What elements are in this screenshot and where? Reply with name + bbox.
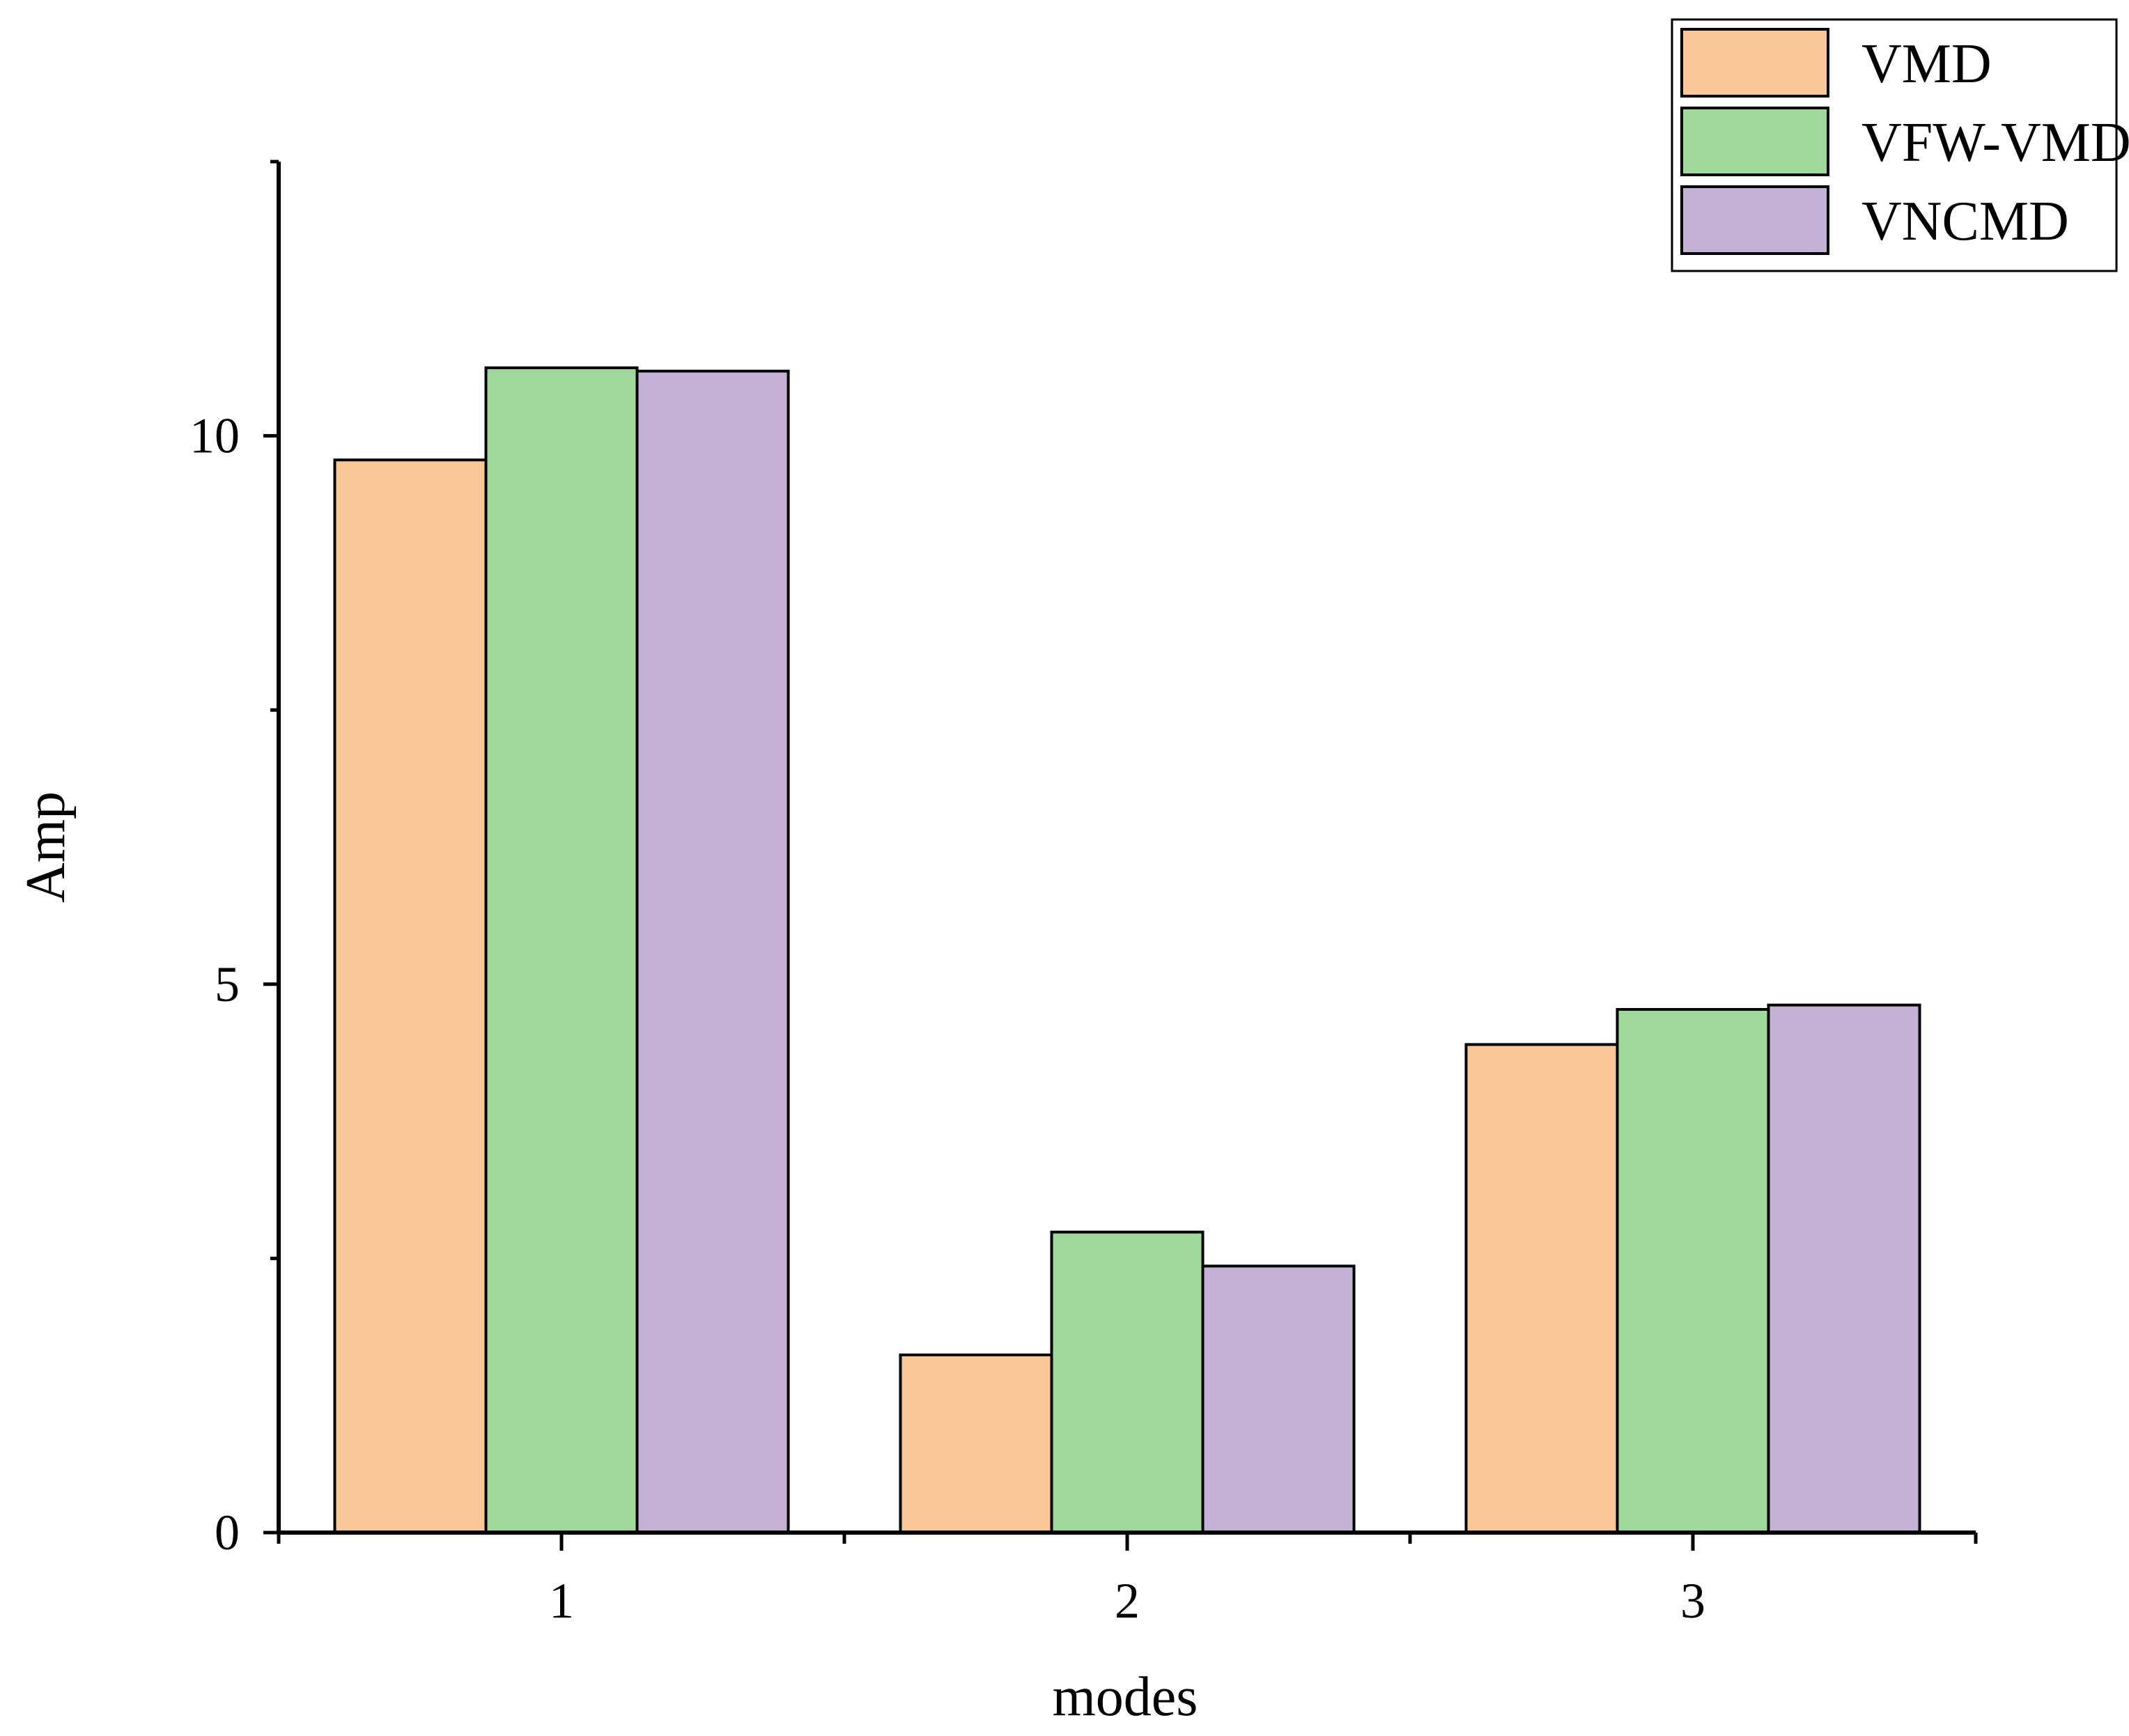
bar-vmd-mode-2: [899, 1353, 1053, 1534]
legend-label-vmd: VMD: [1861, 33, 1992, 95]
y-tick-label: 0: [215, 1505, 240, 1560]
bars-group: [333, 366, 1921, 1534]
bar-vfw-vmd-mode-2: [1050, 1230, 1205, 1534]
bar-vfw-vmd-mode-3: [1616, 1008, 1770, 1534]
x-tick-label: 3: [1680, 1573, 1705, 1629]
ticks-group: 0 5 10 1 2 3: [189, 160, 1978, 1629]
x-tick-label: 1: [549, 1573, 574, 1629]
bar-vmd-mode-3: [1464, 1043, 1619, 1534]
y-tick-label: 5: [215, 956, 240, 1012]
legend-label-vncmd: VNCMD: [1861, 191, 2069, 252]
legend-swatch-vmd: [1680, 28, 1829, 98]
legend: VMD VFW-VMD VNCMD: [1671, 18, 2129, 272]
bar-vncmd-mode-3: [1767, 1003, 1921, 1534]
y-tick-label: 10: [189, 408, 240, 464]
bar-vmd-mode-1: [333, 458, 488, 1534]
y-axis-title: Amp: [15, 791, 77, 903]
x-tick-label: 2: [1115, 1573, 1140, 1629]
bar-vncmd-mode-2: [1201, 1264, 1356, 1534]
x-axis-title: modes: [1053, 1666, 1198, 1728]
bar-vfw-vmd-mode-1: [484, 366, 639, 1534]
legend-swatch-vncmd: [1680, 185, 1829, 255]
legend-label-vfw-vmd: VFW-VMD: [1861, 112, 2129, 173]
bar-vncmd-mode-1: [635, 369, 790, 1534]
legend-swatch-vfw-vmd: [1680, 107, 1829, 176]
